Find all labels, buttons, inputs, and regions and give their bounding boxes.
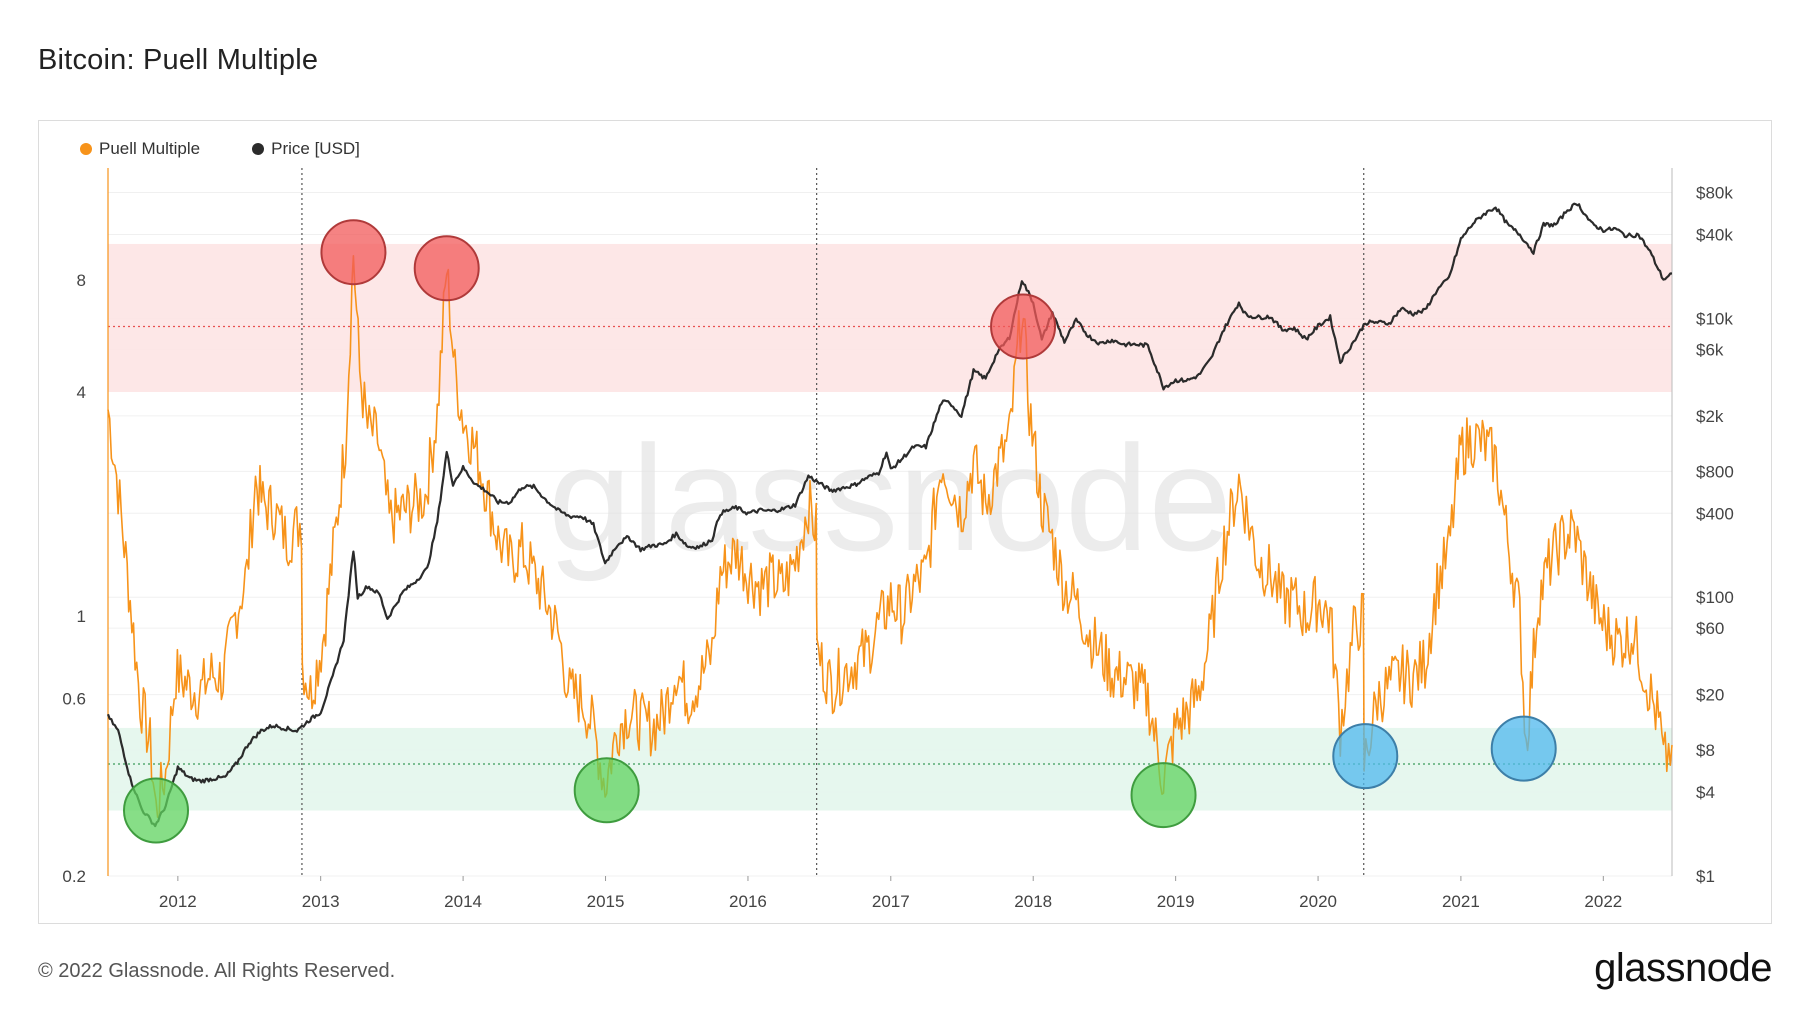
- right-tick-label: $100: [1696, 588, 1734, 607]
- left-tick-label: 0.6: [62, 689, 86, 708]
- left-tick-label: 8: [77, 271, 86, 290]
- undervalued-band: [108, 727, 1672, 811]
- x-tick-label: 2021: [1442, 892, 1480, 911]
- x-tick-label: 2018: [1014, 892, 1052, 911]
- left-tick-label: 0.2: [62, 867, 86, 886]
- right-tick-label: $4: [1696, 783, 1715, 802]
- chart-legend: Puell Multiple Price [USD]: [80, 139, 360, 159]
- marker-top: [413, 235, 480, 302]
- left-tick-label: 1: [77, 607, 86, 626]
- right-tick-label: $8: [1696, 741, 1715, 760]
- legend-dot-puell-icon: [80, 143, 92, 155]
- puell-multiple-line: [107, 255, 1673, 819]
- glassnode-logo[interactable]: glassnode: [1594, 946, 1772, 990]
- marker-bottom: [1130, 762, 1197, 829]
- left-tick-label: 4: [77, 383, 86, 402]
- x-tick-label: 2020: [1299, 892, 1337, 911]
- page-title: Bitcoin: Puell Multiple: [38, 44, 319, 76]
- right-tick-label: $6k: [1696, 340, 1724, 359]
- x-tick-label: 2015: [587, 892, 625, 911]
- legend-label-puell: Puell Multiple: [99, 139, 201, 158]
- legend-label-price: Price [USD]: [271, 139, 360, 158]
- x-tick-label: 2022: [1584, 892, 1622, 911]
- right-tick-label: $400: [1696, 504, 1734, 523]
- marker-top: [320, 219, 387, 286]
- right-tick-label: $1: [1696, 867, 1715, 886]
- x-tick-label: 2019: [1157, 892, 1195, 911]
- x-tick-label: 2017: [872, 892, 910, 911]
- legend-item-price[interactable]: Price [USD]: [252, 139, 360, 159]
- marker-bottom: [573, 757, 640, 824]
- legend-dot-price-icon: [252, 143, 265, 155]
- x-tick-label: 2014: [444, 892, 482, 911]
- marker-top: [990, 293, 1057, 360]
- price-line: [106, 202, 1672, 828]
- right-tick-label: $80k: [1696, 184, 1733, 203]
- footer-copyright: © 2022 Glassnode. All Rights Reserved.: [38, 960, 396, 982]
- marker-halving-low: [1490, 715, 1557, 782]
- x-tick-label: 2012: [159, 892, 197, 911]
- x-tick-label: 2016: [729, 892, 767, 911]
- right-tick-label: $40k: [1696, 226, 1733, 245]
- x-tick-label: 2013: [302, 892, 340, 911]
- right-tick-label: $20: [1696, 686, 1724, 705]
- right-tick-label: $10k: [1696, 309, 1733, 328]
- marker-bottom: [122, 777, 189, 844]
- legend-item-puell[interactable]: Puell Multiple: [80, 139, 200, 159]
- right-tick-label: $800: [1696, 462, 1734, 481]
- right-tick-label: $60: [1696, 619, 1724, 638]
- marker-halving-low: [1332, 723, 1399, 790]
- right-tick-label: $2k: [1696, 407, 1724, 426]
- watermark-text: glassnode: [548, 414, 1232, 582]
